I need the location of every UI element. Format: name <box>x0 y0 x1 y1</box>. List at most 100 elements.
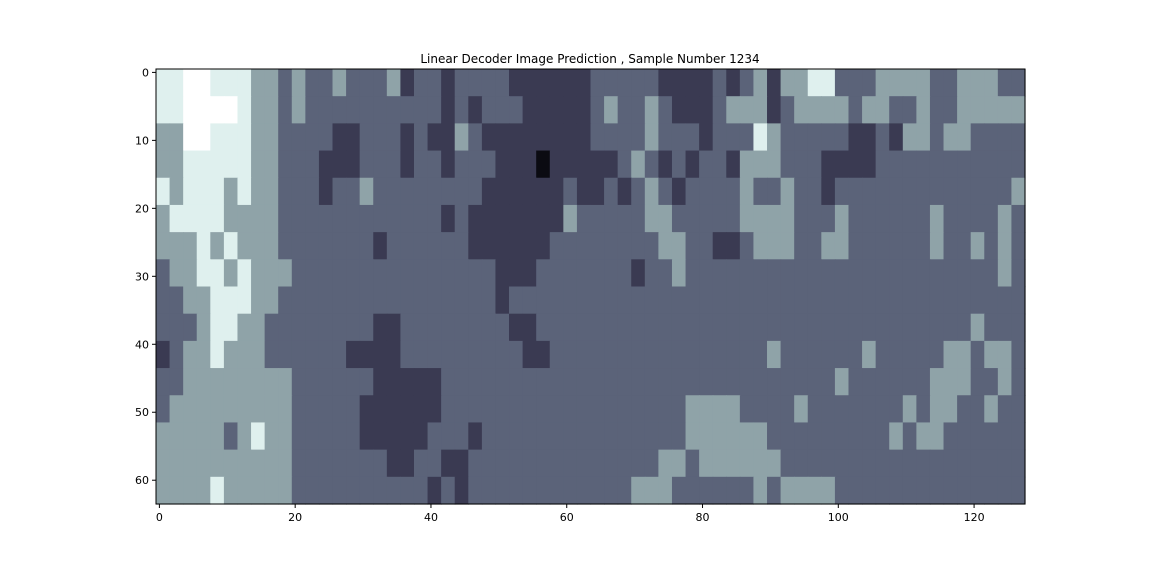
heatmap-cell <box>522 123 537 152</box>
heatmap-cell <box>631 123 646 152</box>
heatmap-cell <box>278 96 293 124</box>
heatmap-cell <box>196 313 211 342</box>
heatmap-cell <box>359 313 374 342</box>
heatmap-cell <box>549 286 564 315</box>
heatmap-cell <box>957 69 972 97</box>
heatmap-cell <box>726 340 741 369</box>
heatmap-cell <box>156 368 171 396</box>
heatmap-cell <box>563 96 578 124</box>
heatmap-cell <box>875 69 890 97</box>
heatmap-cell <box>441 259 456 288</box>
heatmap-cell <box>359 286 374 315</box>
heatmap-cell <box>549 313 564 342</box>
heatmap-cell <box>210 368 225 396</box>
heatmap-cell <box>454 340 469 369</box>
heatmap-cell <box>400 69 415 97</box>
heatmap-cell <box>997 204 1013 233</box>
heatmap-cell <box>780 259 795 288</box>
heatmap-cell <box>712 313 727 342</box>
heatmap-cell <box>386 449 402 478</box>
heatmap-cell <box>468 395 483 424</box>
heatmap-cell <box>549 449 564 478</box>
heatmap-cell <box>563 476 578 505</box>
heatmap-cell <box>699 395 714 424</box>
heatmap-cell <box>617 204 632 233</box>
heatmap-cell <box>780 395 795 424</box>
heatmap-cell <box>685 395 700 424</box>
heatmap-cell <box>916 96 931 124</box>
heatmap-cell <box>346 286 361 315</box>
heatmap-cell <box>427 232 442 260</box>
heatmap-cell <box>427 69 442 97</box>
heatmap-cell <box>590 69 605 97</box>
heatmap-cell <box>671 340 687 369</box>
heatmap-cell <box>373 340 388 369</box>
heatmap-cell <box>454 123 469 152</box>
heatmap-cell <box>509 449 524 478</box>
heatmap-cell <box>834 232 850 260</box>
heatmap-cell <box>441 422 456 451</box>
heatmap-cell <box>848 69 863 97</box>
heatmap-cell <box>305 313 320 342</box>
heatmap-cell <box>495 449 510 478</box>
heatmap-cell <box>943 150 958 179</box>
heatmap-cell <box>509 96 524 124</box>
heatmap-cell <box>984 368 999 396</box>
heatmap-cell <box>454 69 469 97</box>
heatmap-cell <box>590 340 605 369</box>
heatmap-cell <box>658 232 673 260</box>
heatmap-cell <box>413 69 429 97</box>
heatmap-cell <box>509 368 524 396</box>
heatmap-cell <box>576 259 592 288</box>
heatmap-cell <box>929 422 945 451</box>
heatmap-cell <box>373 259 388 288</box>
heatmap-cell <box>576 368 592 396</box>
heatmap-cell <box>848 123 863 152</box>
heatmap-cell <box>943 232 958 260</box>
heatmap-cell <box>522 340 537 369</box>
heatmap-cell <box>848 395 863 424</box>
heatmap-cell <box>441 368 456 396</box>
heatmap-cell <box>685 123 700 152</box>
heatmap-cell <box>210 313 225 342</box>
heatmap-cell <box>916 177 931 206</box>
heatmap-cell <box>156 232 171 260</box>
heatmap-cell <box>794 177 809 206</box>
heatmap-cell <box>943 340 958 369</box>
heatmap-cell <box>658 395 673 424</box>
heatmap-cell <box>875 259 890 288</box>
heatmap-cell <box>984 395 999 424</box>
heatmap-cell <box>332 232 347 260</box>
heatmap-cell <box>726 259 741 288</box>
heatmap-cell <box>753 449 768 478</box>
heatmap-cell <box>549 259 564 288</box>
heatmap-cell <box>767 150 782 179</box>
heatmap-cell <box>739 69 755 97</box>
heatmap-cell <box>957 340 972 369</box>
heatmap-cell <box>468 259 483 288</box>
heatmap-cell <box>495 340 510 369</box>
heatmap-cell <box>767 232 782 260</box>
heatmap-cell <box>739 123 755 152</box>
x-tick-label: 80 <box>696 511 710 524</box>
heatmap-cell <box>251 313 266 342</box>
heatmap-cell <box>902 368 917 396</box>
heatmap-cell <box>169 422 184 451</box>
heatmap-cell <box>291 96 306 124</box>
heatmap-cell <box>590 476 605 505</box>
heatmap-cell <box>576 476 592 505</box>
heatmap-cell <box>889 204 904 233</box>
heatmap-cell <box>237 232 252 260</box>
heatmap-cell <box>590 204 605 233</box>
heatmap-cell <box>278 286 293 315</box>
heatmap-cell <box>671 422 687 451</box>
heatmap-cell <box>631 368 646 396</box>
heatmap-cell <box>862 177 877 206</box>
heatmap-cell <box>536 123 551 152</box>
heatmap-cell <box>264 368 279 396</box>
heatmap-cell <box>305 422 320 451</box>
heatmap-cell <box>970 259 985 288</box>
heatmap-cell <box>644 69 659 97</box>
heatmap-cell <box>468 204 483 233</box>
heatmap-cell <box>658 96 673 124</box>
